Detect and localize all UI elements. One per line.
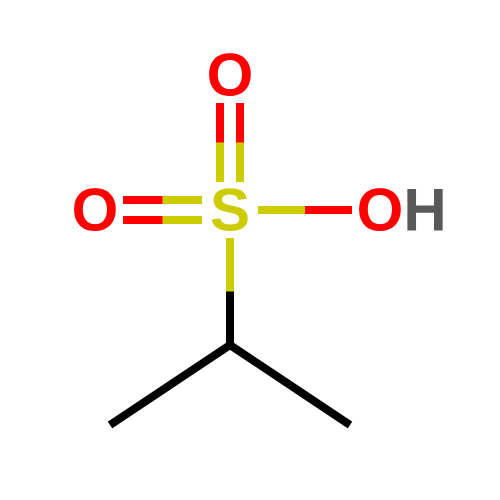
molecule-diagram: SOOOH [0,0,500,500]
bond-line [230,345,290,385]
bond-line [290,385,350,425]
atom-label-h3: H [403,177,446,244]
bond-line [170,345,230,385]
atom-label-o2: O [72,177,119,244]
atom-label-s: S [210,177,250,244]
bonds-layer [110,103,352,425]
atom-label-o3: O [357,177,404,244]
bond-line [110,385,170,425]
atom-label-o1: O [207,42,254,109]
